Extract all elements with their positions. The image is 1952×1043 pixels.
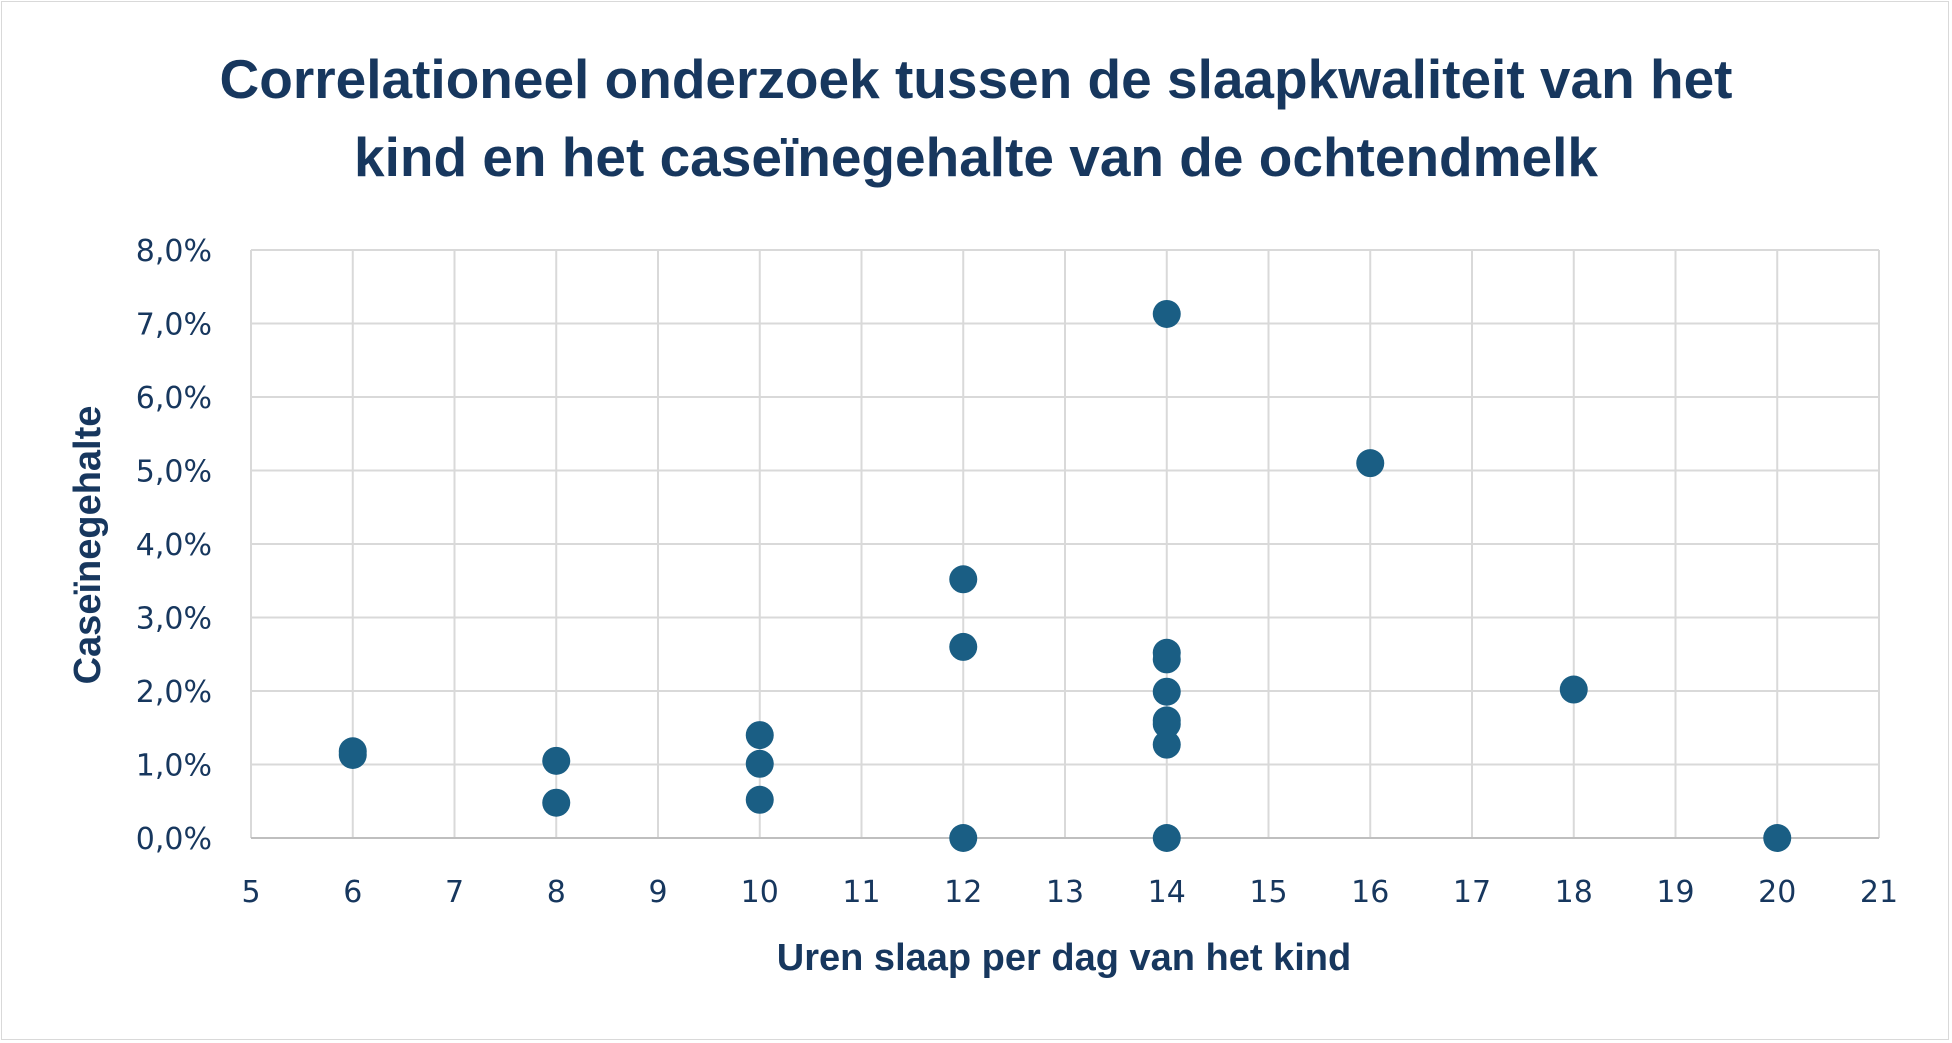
data-point <box>1152 824 1181 852</box>
x-tick-label: 15 <box>1249 875 1287 910</box>
x-tick-label: 18 <box>1555 875 1593 910</box>
data-point <box>745 749 774 778</box>
y-tick-label: 8,0% <box>136 234 212 269</box>
data-point <box>1559 675 1588 704</box>
data-point <box>542 746 571 775</box>
x-tick-label: 10 <box>741 875 779 910</box>
data-point <box>1356 449 1385 478</box>
y-tick-label: 6,0% <box>136 381 212 416</box>
y-tick-label: 2,0% <box>136 675 212 710</box>
x-axis-ticks: 5 6 7 8 9 10 11 12 13 14 15 16 17 18 19 20 21 <box>241 875 1898 910</box>
data-point <box>1152 677 1181 706</box>
data-point <box>1152 645 1181 674</box>
y-tick-label: 4,0% <box>136 528 212 563</box>
x-tick-label: 12 <box>944 875 982 910</box>
chart-title-line-1: Correlationeel onderzoek tussen de slaap… <box>219 48 1733 110</box>
data-point <box>1763 824 1792 852</box>
y-axis-ticks: 0,0% 1,0% 2,0% 3,0% 4,0% 5,0% 6,0% 7,0% 8,0% <box>136 234 212 857</box>
data-point <box>949 824 978 852</box>
data-point <box>949 632 978 661</box>
x-tick-label: 8 <box>547 875 566 910</box>
y-tick-label: 0,0% <box>136 822 212 857</box>
x-axis-title: Uren slaap per dag van het kind <box>777 937 1351 979</box>
x-tick-label: 19 <box>1656 875 1694 910</box>
y-tick-label: 3,0% <box>136 602 212 637</box>
data-points <box>338 299 1792 852</box>
chart-title-line-2: kind en het caseïnegehalte van de ochten… <box>354 126 1598 188</box>
x-tick-label: 7 <box>445 875 464 910</box>
data-point <box>1152 710 1181 739</box>
x-tick-label: 20 <box>1758 875 1796 910</box>
x-tick-label: 14 <box>1148 875 1186 910</box>
y-tick-label: 7,0% <box>136 308 212 343</box>
data-point <box>1152 730 1181 759</box>
x-tick-label: 13 <box>1046 875 1084 910</box>
x-tick-label: 11 <box>842 875 880 910</box>
data-point <box>745 785 774 814</box>
y-axis-title: Caseïnegehalte <box>67 406 109 685</box>
x-tick-label: 6 <box>343 875 362 910</box>
x-tick-label: 21 <box>1860 875 1898 910</box>
data-point <box>745 721 774 750</box>
y-tick-label: 5,0% <box>136 455 212 490</box>
data-point <box>338 740 367 769</box>
data-point <box>1152 299 1181 328</box>
data-point <box>542 788 571 817</box>
x-tick-label: 17 <box>1453 875 1491 910</box>
y-tick-label: 1,0% <box>136 749 212 784</box>
chart-title: Correlationeel onderzoek tussen de slaap… <box>0 40 1952 196</box>
x-tick-label: 16 <box>1351 875 1389 910</box>
x-tick-label: 5 <box>241 875 260 910</box>
data-point <box>949 565 978 594</box>
x-tick-label: 9 <box>648 875 667 910</box>
grid-lines <box>250 249 1880 839</box>
